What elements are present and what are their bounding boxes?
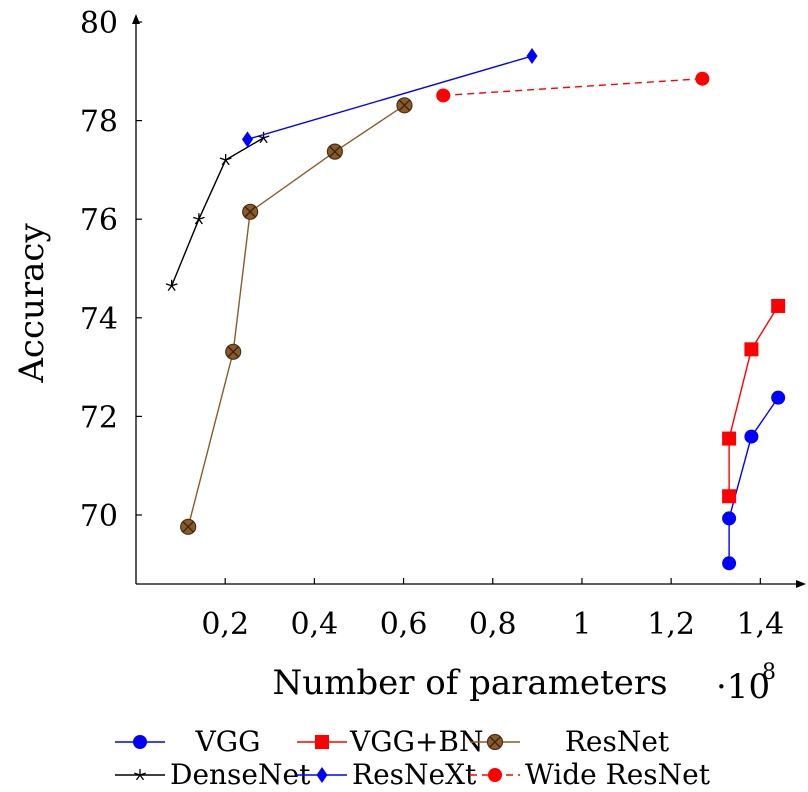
series-vgg-bn	[722, 298, 786, 504]
data-point-vgg	[771, 390, 786, 405]
legend-marker	[316, 767, 328, 783]
series-line-densenet	[171, 137, 264, 287]
series-line-wide-resnet	[443, 77, 703, 97]
legend: VGG VGG+BN ResNet DenseNet ResNeXt Wide ResNe…	[115, 725, 711, 791]
data-point-vgg-bn	[744, 342, 759, 357]
legend-label: Wide ResNet	[525, 758, 711, 791]
x-tick-label: 0,8	[469, 607, 517, 642]
series-line-vgg-bn	[728, 305, 779, 497]
data-point-wide-resnet	[695, 71, 710, 86]
legend-item-vgg-bn: VGG+BN	[297, 725, 484, 758]
data-point-vgg-bn	[771, 298, 786, 313]
legend-marker	[486, 733, 504, 751]
y-tick-label: 78	[80, 105, 118, 140]
x-tick-label: 0,6	[380, 607, 428, 642]
plot-series	[165, 48, 786, 571]
x-tick-label: 1,4	[736, 607, 784, 642]
data-point-vgg-bn	[722, 431, 737, 446]
data-point-vgg	[722, 511, 737, 526]
legend-label: VGG	[195, 725, 261, 758]
legend-label: DenseNet	[170, 758, 311, 791]
legend-item-densenet: DenseNet	[115, 758, 311, 791]
legend-item-vgg: VGG	[115, 725, 260, 758]
legend-item-resnext: ResNeXt	[297, 758, 477, 791]
data-point-densenet	[192, 213, 205, 225]
series-line-resnet	[187, 104, 405, 527]
legend-item-resnet: ResNet	[470, 725, 670, 758]
data-point-resnet	[180, 518, 197, 535]
data-point-resnet	[326, 143, 343, 160]
series-line-vgg	[728, 397, 779, 564]
x-axis-multiplier: ·10 8	[716, 660, 776, 707]
data-point-wide-resnet	[436, 88, 451, 103]
legend-marker	[134, 769, 146, 781]
legend-label: ResNet	[565, 725, 670, 758]
axes	[132, 14, 806, 588]
data-point-resnext	[241, 131, 253, 148]
x-axis-multiplier-base: ·10	[716, 667, 770, 707]
series-wide-resnet	[436, 71, 710, 103]
data-point-resnet	[396, 97, 413, 114]
y-tick-label: 74	[80, 302, 118, 337]
x-axis-title: Number of parameters	[272, 663, 667, 703]
x-axis-arrow-icon	[796, 580, 806, 588]
x-tick-label: 1	[572, 607, 591, 642]
data-point-densenet	[219, 154, 232, 166]
legend-label: VGG+BN	[349, 725, 484, 758]
series-vgg	[722, 390, 786, 571]
data-point-vgg	[722, 556, 737, 571]
legend-marker	[315, 735, 329, 749]
x-tick-label: 0,4	[291, 607, 339, 642]
y-ticks: 70 72 74 76 78 80	[80, 6, 142, 534]
x-ticks: 0,2 0,4 0,6 0,8 1 1,2 1,4	[201, 578, 784, 642]
series-resnet	[180, 97, 413, 535]
series-line-resnext	[247, 55, 533, 141]
x-tick-label: 0,2	[201, 607, 249, 642]
x-axis-multiplier-exponent: 8	[762, 660, 776, 685]
data-point-vgg-bn	[722, 489, 737, 504]
data-point-densenet	[165, 279, 178, 291]
legend-label: ResNeXt	[352, 758, 477, 791]
y-tick-label: 70	[80, 499, 118, 534]
y-tick-label: 72	[80, 400, 118, 435]
y-tick-label: 76	[80, 203, 118, 238]
x-tick-label: 1,2	[647, 607, 695, 642]
data-point-resnet	[225, 343, 242, 360]
legend-marker	[133, 735, 147, 749]
series-resnext	[241, 48, 538, 148]
data-point-vgg	[744, 429, 759, 444]
legend-item-wide-resnet: Wide ResNet	[470, 758, 711, 791]
data-point-resnext	[526, 48, 538, 65]
legend-marker	[488, 768, 502, 782]
y-tick-label: 80	[80, 6, 118, 41]
data-point-resnet	[242, 203, 259, 220]
y-axis-title: Accuracy	[12, 223, 52, 384]
